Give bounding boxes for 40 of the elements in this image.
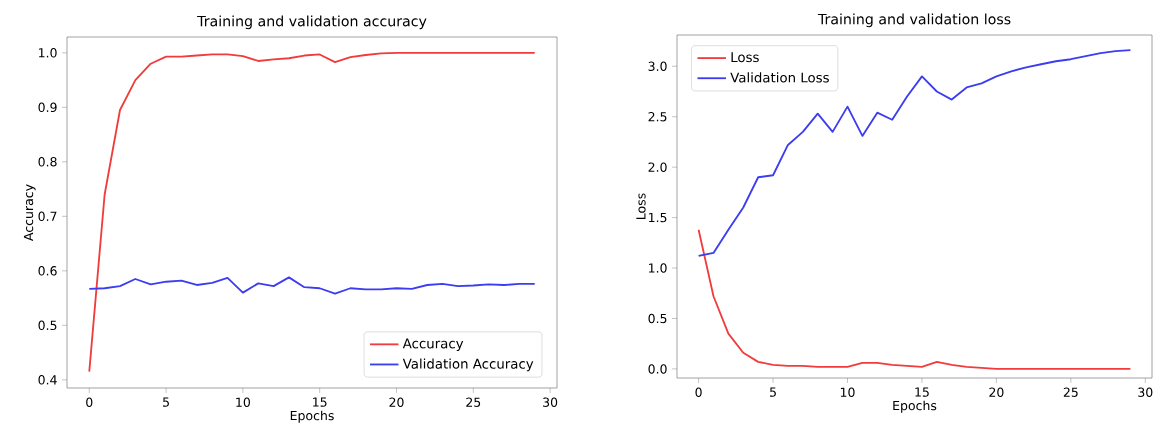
legend-label: Accuracy (402, 338, 464, 352)
y-tick-label: 0.5 (38, 320, 57, 331)
x-tick-label: 10 (840, 387, 855, 397)
x-tick-label: 25 (1063, 387, 1078, 397)
y-tick-label: 1.0 (649, 263, 667, 273)
y-tick-label: 1.0 (39, 48, 57, 58)
x-tick-label: 15 (915, 387, 929, 397)
x-tick-label: 20 (389, 397, 404, 407)
y-axis-title: Accuracy (23, 184, 36, 241)
line-series (88, 276, 536, 295)
y-tick-label: 0.0 (648, 364, 667, 374)
y-tick-label: 2.5 (648, 111, 667, 122)
x-tick-label: 5 (770, 387, 776, 397)
x-tick-label: 30 (1138, 387, 1153, 397)
legend-label: Validation Accuracy (402, 358, 534, 372)
y-tick-label: 0.7 (38, 211, 57, 222)
x-tick-label: 20 (989, 387, 1004, 397)
x-tick-label: 30 (543, 397, 558, 407)
legend-label: Validation Loss (730, 72, 829, 83)
line-series (697, 49, 1132, 257)
x-tick-label: 5 (163, 397, 169, 407)
chart-title: Training and validation loss (817, 13, 1011, 28)
x-axis-title: Epochs (290, 410, 334, 423)
y-tick-label: 0.9 (38, 102, 57, 113)
y-tick-label: 3.0 (648, 61, 667, 72)
y-axis-title: Loss (636, 193, 646, 219)
y-tick-label: 2.0 (648, 162, 667, 172)
x-tick-label: 15 (313, 397, 327, 407)
y-tick-label: 0.4 (38, 375, 57, 385)
x-axis-title: Epochs (893, 400, 937, 413)
y-tick-label: 0.8 (38, 157, 57, 167)
x-tick-label: 10 (236, 397, 250, 407)
x-tick-label: 25 (466, 397, 481, 407)
chart-title: Training and validation accuracy (197, 15, 427, 30)
legend-label: Loss (731, 52, 759, 63)
x-tick-label: 0 (86, 397, 93, 407)
y-tick-label: 1.5 (649, 212, 667, 223)
y-tick-label: 0.6 (38, 266, 57, 276)
y-tick-label: 0.5 (648, 313, 667, 324)
x-tick-label: 0 (695, 387, 702, 397)
